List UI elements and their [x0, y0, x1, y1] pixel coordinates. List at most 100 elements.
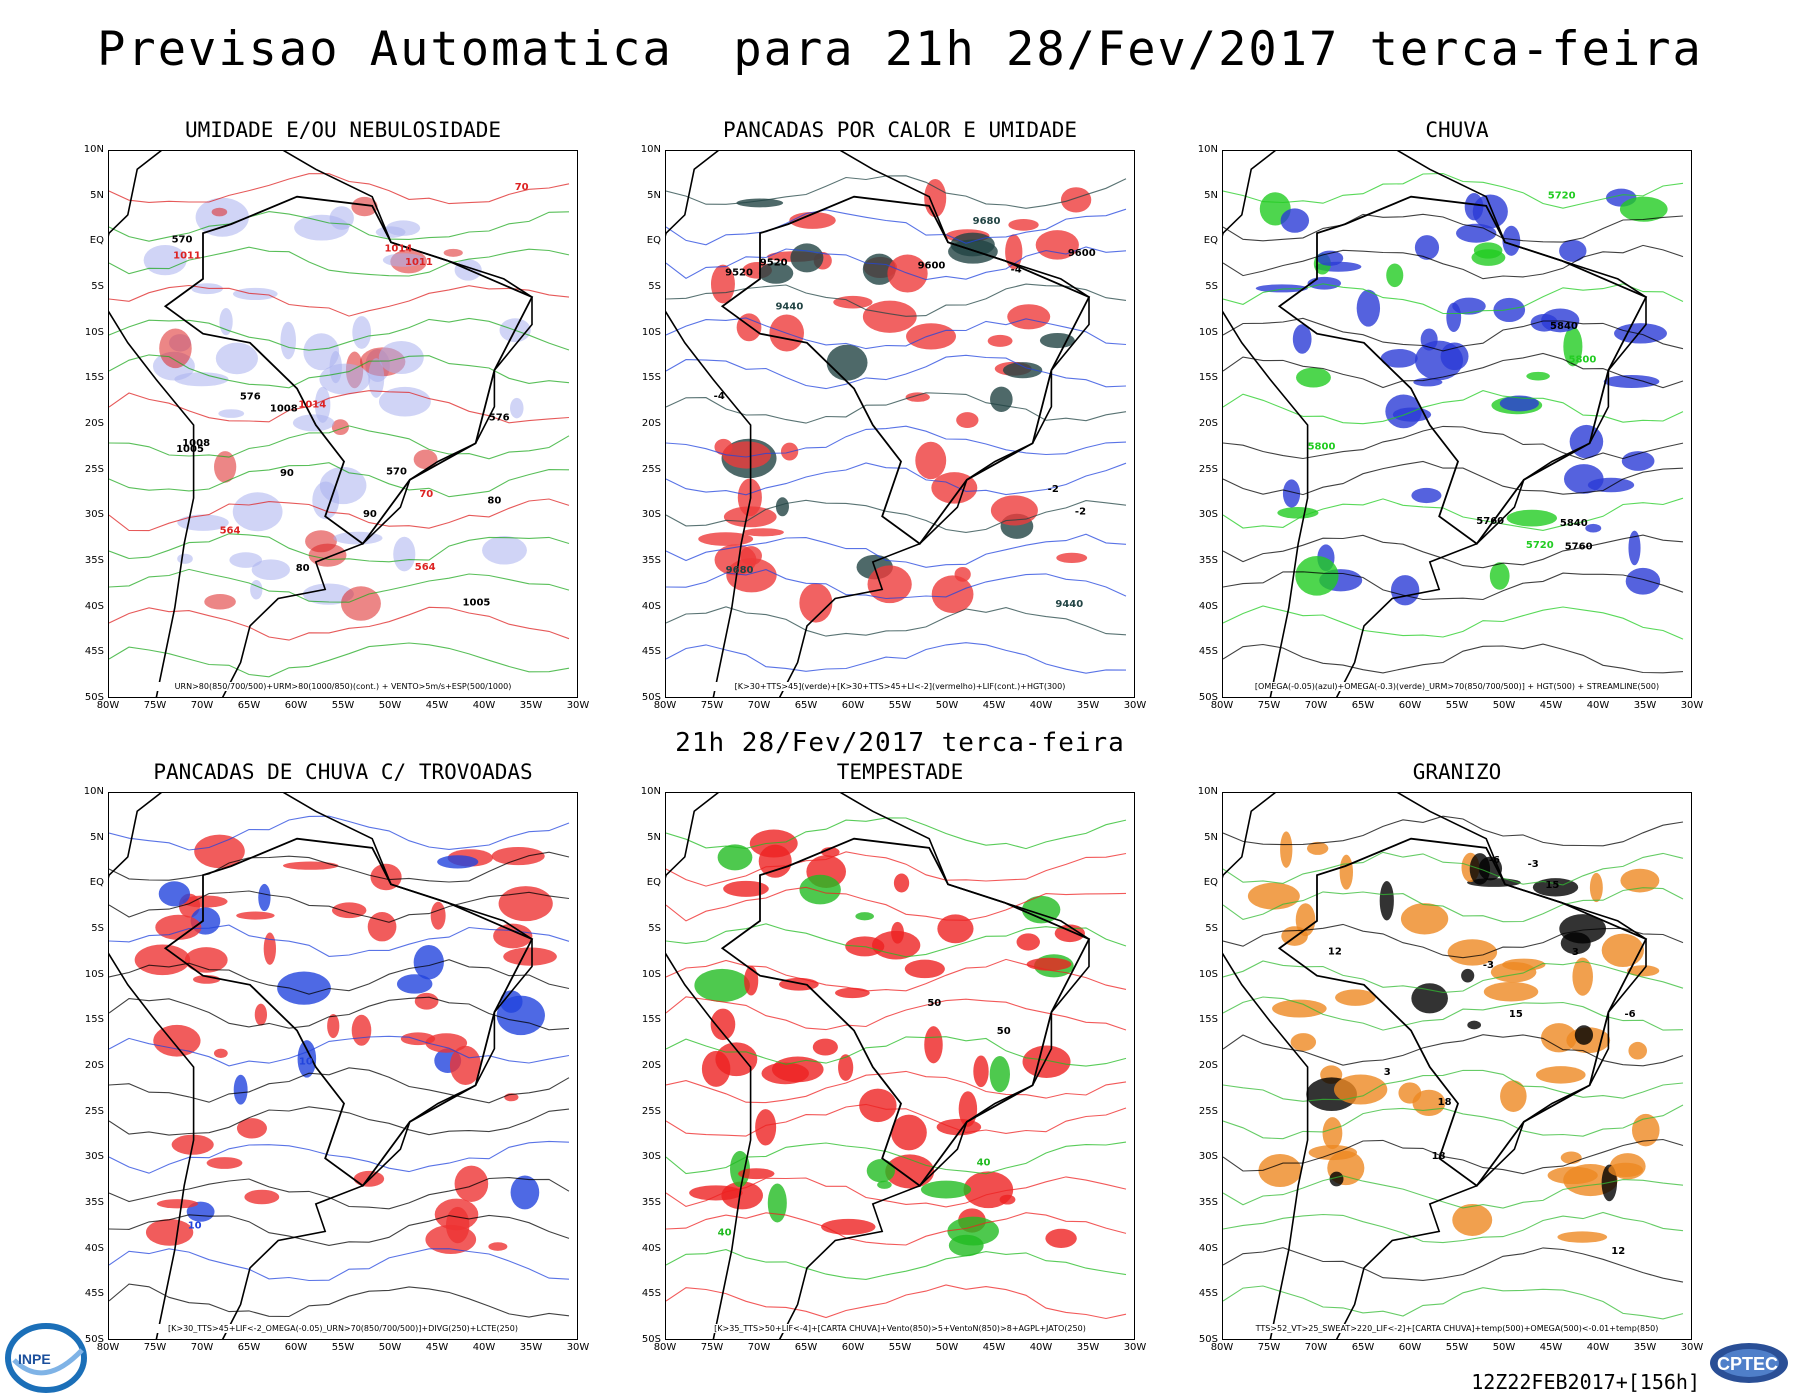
field-blob [1356, 289, 1381, 327]
lat-tick-label: 40S [84, 1242, 104, 1254]
brazil-border [1277, 195, 1648, 545]
panel-legend: TTS>52_VT>25_SWEAT>220_LIF<-2]+[CARTA CH… [1223, 1324, 1691, 1333]
lon-tick-label: 35W [519, 700, 543, 711]
field-blob [1603, 375, 1660, 388]
lon-tick-label: 35W [1633, 1342, 1657, 1353]
field-blob [749, 829, 798, 858]
lat-tick-label: 10S [641, 968, 661, 980]
field-blob [1483, 981, 1539, 1002]
contour-line [666, 1249, 1127, 1280]
contour-line [666, 462, 1127, 496]
field-blob [1585, 523, 1602, 533]
field-blob [1489, 562, 1510, 590]
field-blob [744, 966, 759, 996]
lat-tick-label: 5N [90, 189, 104, 201]
field-blob [211, 207, 228, 217]
field-blob [761, 1062, 809, 1085]
lon-tick-label: 50W [935, 1342, 959, 1353]
field-blob [1411, 487, 1442, 504]
lat-tick-label: 5N [1204, 189, 1218, 201]
contour-label: 3 [1572, 947, 1579, 958]
field-blob [282, 861, 339, 870]
contour-label: -3 [1483, 960, 1494, 971]
field-blob [1045, 1228, 1077, 1248]
field-blob [905, 392, 930, 402]
field-blob [1560, 1151, 1582, 1164]
lon-tick-label: 70W [747, 1342, 771, 1353]
lat-tick-label: 50S [1198, 692, 1218, 703]
weather-map: 5800 5800 5760 5760 5840 5840 5720 5720 [1223, 151, 1684, 697]
contour-line [1223, 1138, 1684, 1175]
contour-label: 5800 [1308, 441, 1336, 452]
field-blob [378, 386, 431, 417]
lon-tick-label: 60W [284, 1342, 308, 1353]
field-blob [1461, 968, 1475, 983]
field-blob [936, 1118, 982, 1136]
field-blob [1002, 362, 1043, 379]
lat-tick-label: 10N [83, 786, 104, 797]
field-blob [393, 536, 416, 572]
field-blob [1306, 841, 1329, 855]
field-blob [1559, 239, 1587, 262]
lat-tick-label: 30S [641, 1151, 661, 1163]
lon-tick-label: 80W [653, 700, 677, 711]
lat-tick-label: 35S [641, 555, 661, 566]
field-blob [233, 1074, 248, 1105]
field-blob [177, 553, 193, 564]
panel-title: PANCADAS POR CALOR E UMIDADE [722, 118, 1077, 142]
field-blob [799, 874, 841, 905]
lon-tick-label: 40W [1586, 1342, 1610, 1353]
lon-tick-label: 55W [331, 700, 355, 711]
contour-line [109, 284, 570, 317]
contour-label: 18 [1432, 1151, 1446, 1162]
field-blob [891, 1114, 927, 1151]
contour-line [666, 606, 1127, 637]
field-blob [1456, 223, 1497, 243]
lat-tick-label: 25S [1198, 463, 1218, 475]
contour-label: 9680 [726, 565, 754, 576]
panel-legend: [K>30_TTS>45+LIF<-2_OMEGA(-0.05)_URN>70(… [109, 1324, 577, 1333]
contour-label: 564 [220, 525, 241, 536]
field-blob [1452, 297, 1486, 315]
field-blob [1272, 999, 1327, 1018]
field-blob [956, 412, 979, 429]
field-blob [1628, 530, 1641, 566]
lon-tick-label: 65W [237, 1342, 261, 1353]
lat-tick-label: 5N [647, 189, 661, 201]
field-blob [838, 1054, 854, 1081]
field-blob [1608, 1162, 1643, 1178]
contour-line [109, 246, 570, 277]
lon-tick-label: 80W [1210, 1342, 1234, 1353]
contour-label: 1011 [173, 250, 201, 261]
field-blob [413, 944, 444, 980]
lat-tick-label: 40S [641, 600, 661, 612]
contour-label: 18 [1438, 1097, 1452, 1108]
field-blob [1008, 219, 1039, 231]
field-blob [877, 1180, 892, 1189]
contour-label: 80 [296, 563, 310, 574]
field-blob [319, 466, 367, 505]
field-blob [775, 497, 789, 517]
lat-tick-label: EQ [1203, 877, 1218, 889]
field-blob [214, 451, 237, 483]
field-blob [292, 414, 335, 432]
field-blob [194, 834, 245, 869]
lat-tick-label: 40S [84, 600, 104, 612]
field-blob [1280, 208, 1310, 233]
lat-tick-label: 15S [1198, 372, 1218, 384]
field-blob [723, 880, 769, 897]
lat-tick-label: 10S [84, 326, 104, 338]
contour-line [109, 606, 570, 641]
lon-tick-label: 50W [378, 1342, 402, 1353]
lat-tick-label: 50S [84, 1334, 104, 1345]
field-blob [430, 901, 446, 930]
map-panel-4: PANCADAS DE CHUVA C/ TROVOADAS 10 10 [K>30_… [84, 760, 590, 1353]
brazil-border [1277, 837, 1648, 1187]
lat-tick-label: 30S [641, 509, 661, 521]
lat-tick-label: 10N [640, 144, 661, 155]
field-blob [333, 531, 383, 545]
lat-tick-label: 50S [84, 692, 104, 703]
contour-line [109, 1283, 570, 1318]
lat-tick-label: 20S [84, 1060, 104, 1071]
contour-line [666, 1103, 1127, 1137]
